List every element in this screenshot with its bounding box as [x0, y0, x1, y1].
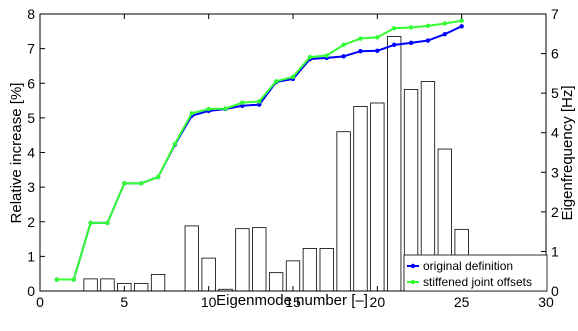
y-left-tick-label: 3: [27, 179, 35, 195]
point-stiffened-22: [408, 25, 414, 30]
legend-box: [403, 254, 548, 292]
y-left-tick-label: 5: [27, 110, 35, 126]
point-original-24: [442, 31, 447, 37]
lines-layer: [54, 18, 464, 282]
y-right-tick-label: 2: [551, 204, 559, 220]
point-stiffened-19: [358, 36, 363, 41]
bar-mode-19: [353, 106, 368, 292]
bar-mode-14: [268, 272, 284, 292]
point-stiffened-3: [88, 220, 93, 226]
point-stiffened-23: [425, 23, 431, 29]
point-original-13: [257, 102, 262, 107]
y-right-tick-label: 3: [551, 164, 559, 180]
point-original-23: [425, 38, 431, 43]
x-tick-label: 15: [285, 294, 301, 310]
y-left-tick-label: 6: [27, 75, 35, 91]
axes-layer: [39, 13, 547, 292]
x-tick-label: 5: [120, 294, 128, 310]
y-left-tick-label: 2: [27, 214, 35, 230]
bar-mode-13: [252, 227, 267, 292]
bar-mode-6: [134, 282, 149, 292]
y-left-tick-label: 1: [27, 248, 35, 264]
point-stiffened-16: [307, 54, 313, 60]
point-stiffened-7: [155, 174, 161, 180]
point-stiffened-20: [375, 35, 380, 40]
point-original-18: [341, 54, 346, 59]
point-original-22: [408, 40, 414, 46]
point-stiffened-5: [122, 181, 127, 186]
y-right-tick-label: 7: [551, 6, 559, 22]
point-stiffened-21: [392, 26, 397, 31]
point-original-12: [240, 103, 245, 109]
x-tick-label: 30: [538, 294, 554, 310]
point-stiffened-1: [54, 277, 60, 282]
point-stiffened-9: [189, 111, 194, 116]
point-stiffened-18: [341, 42, 346, 48]
point-stiffened-6: [139, 181, 144, 186]
point-stiffened-4: [105, 220, 110, 226]
plot-frame: [39, 13, 547, 292]
point-stiffened-11: [223, 106, 228, 111]
y-axis-label-left: Relative increase [%]: [8, 83, 25, 224]
bar-mode-18: [336, 131, 351, 292]
y-left-tick-label: 7: [27, 41, 35, 57]
point-stiffened-15: [290, 74, 296, 80]
point-stiffened-25: [459, 18, 464, 23]
point-stiffened-2: [71, 277, 76, 282]
point-stiffened-14: [273, 79, 279, 84]
bar-mode-4: [100, 278, 115, 292]
y-right-tick-label: 0: [551, 283, 559, 299]
legend-label-stiffened: stiffened joint offsets: [423, 275, 532, 289]
bar-mode-12: [235, 228, 250, 292]
legend: original definition stiffened joint offs…: [403, 254, 548, 292]
legend-marker-stiffened: [410, 279, 416, 285]
bar-mode-7: [150, 273, 166, 292]
y-right-tick-label: 1: [551, 243, 559, 259]
x-tick-label: 20: [370, 294, 386, 310]
legend-marker-original: [410, 263, 416, 269]
point-stiffened-10: [206, 106, 211, 112]
point-original-19: [358, 48, 363, 54]
point-stiffened-24: [442, 21, 447, 26]
point-original-21: [392, 42, 397, 48]
bar-mode-21: [387, 36, 402, 292]
bars-layer: [83, 36, 469, 292]
x-tick-label: 25: [454, 294, 470, 310]
x-axis-label: Eigenmode number [–]: [216, 292, 368, 309]
y-left-tick-label: 4: [27, 145, 35, 161]
point-stiffened-13: [257, 99, 262, 104]
y-right-tick-label: 6: [551, 46, 559, 62]
y-right-tick-label: 4: [551, 125, 559, 141]
y-left-tick-label: 8: [27, 6, 35, 22]
point-original-25: [459, 24, 464, 29]
bar-mode-9: [184, 225, 199, 292]
y-axis-label-right: Eigenfrequency [Hz]: [559, 85, 576, 220]
bar-mode-3: [83, 278, 98, 292]
point-stiffened-12: [240, 100, 245, 105]
x-tick-label: 0: [36, 294, 44, 310]
x-tick-label: 10: [201, 294, 217, 310]
bar-mode-17: [319, 248, 334, 292]
point-original-20: [375, 48, 380, 54]
legend-label-original: original definition: [423, 259, 513, 273]
point-stiffened-8: [172, 141, 178, 146]
y-left-tick-label: 0: [27, 283, 35, 299]
bar-mode-20: [370, 102, 385, 292]
point-stiffened-17: [324, 53, 329, 58]
y-right-tick-label: 5: [551, 85, 559, 101]
bar-mode-16: [302, 248, 318, 292]
